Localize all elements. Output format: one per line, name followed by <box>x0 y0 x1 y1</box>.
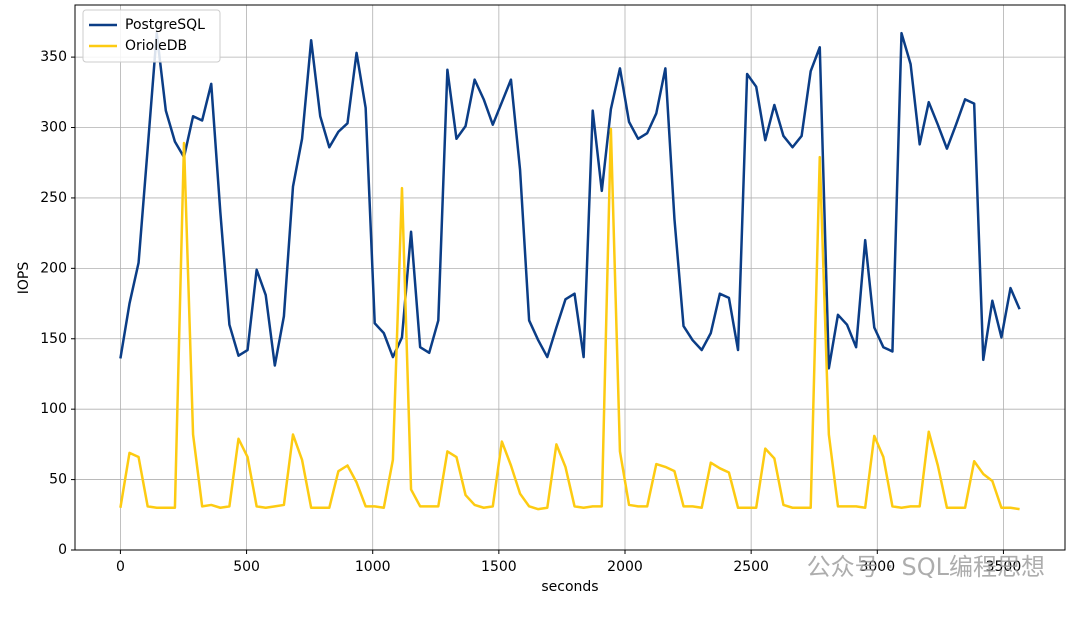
y-tick-label: 200 <box>40 260 67 276</box>
x-axis-label: seconds <box>541 579 598 595</box>
y-tick-label: 100 <box>40 401 67 417</box>
x-tick-label: 500 <box>233 559 260 575</box>
x-tick-label: 3000 <box>859 559 895 575</box>
plot-frame <box>74 4 1066 551</box>
x-tick-label: 1500 <box>481 559 517 575</box>
y-tick-label: 0 <box>58 542 67 558</box>
y-tick-label: 50 <box>49 472 67 488</box>
y-tick-label: 350 <box>40 49 67 65</box>
legend-box <box>82 9 221 63</box>
y-tick-label: 250 <box>40 190 67 206</box>
x-tick-label: 2500 <box>733 559 769 575</box>
x-tick-label: 0 <box>116 559 125 575</box>
y-tick-label: 300 <box>40 120 67 136</box>
x-tick-label: 2000 <box>607 559 643 575</box>
line-series <box>119 127 1020 511</box>
watermark: 公众号 · SQL编程思想 <box>807 553 1045 581</box>
legend-label: OrioleDB <box>125 38 187 54</box>
legend-label: PostgreSQL <box>125 17 205 33</box>
x-tick-label: 3500 <box>986 559 1022 575</box>
y-axis-label: IOPS <box>16 262 32 295</box>
line-series <box>119 31 1021 370</box>
x-tick-label: 1000 <box>355 559 391 575</box>
y-tick-label: 150 <box>40 331 67 347</box>
